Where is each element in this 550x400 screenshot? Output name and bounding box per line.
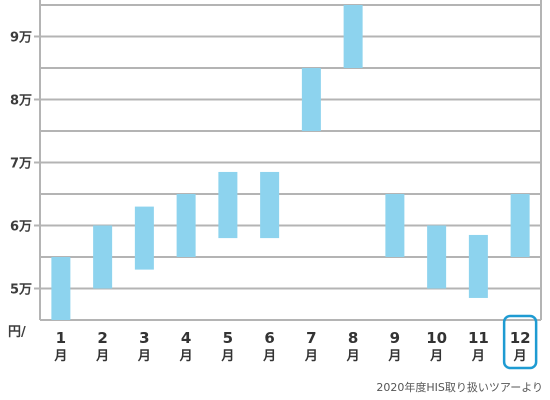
grid-lines bbox=[39, 0, 542, 321]
range-bar-12 bbox=[510, 194, 530, 257]
x-tick-unit: 月 bbox=[346, 349, 360, 364]
x-tick-number: 7 bbox=[306, 329, 316, 347]
range-bar-6 bbox=[260, 171, 280, 239]
y-tick-label: 9万 bbox=[10, 31, 32, 46]
x-tick-number: 8 bbox=[348, 329, 358, 347]
range-bar-9 bbox=[385, 194, 405, 257]
y-tick-label: 7万 bbox=[10, 157, 32, 172]
range-bar-2 bbox=[93, 225, 113, 289]
y-axis-ticks: 5万 6万 7万 8万 9万 bbox=[10, 31, 40, 298]
x-tick-number: 2 bbox=[97, 329, 107, 347]
x-tick-number: 12 bbox=[510, 329, 531, 347]
x-tick-number: 9 bbox=[390, 329, 400, 347]
range-bar-1 bbox=[51, 257, 71, 320]
x-tick-unit: 月 bbox=[387, 349, 401, 364]
range-bar-5 bbox=[218, 171, 238, 239]
x-tick-unit: 月 bbox=[471, 349, 485, 364]
x-tick-number: 4 bbox=[181, 329, 191, 347]
range-bar-3 bbox=[134, 206, 154, 270]
highlight-box bbox=[502, 314, 538, 370]
y-axis-unit-label: 円/ bbox=[8, 325, 26, 340]
range-bar-10 bbox=[427, 225, 447, 289]
range-bar-4 bbox=[176, 194, 196, 257]
y-tick-label: 8万 bbox=[10, 94, 32, 109]
range-bars bbox=[51, 5, 530, 320]
y-tick-label: 6万 bbox=[10, 220, 32, 235]
y-tick-label: 5万 bbox=[10, 283, 32, 298]
range-bar-7 bbox=[301, 68, 321, 131]
x-tick-unit: 月 bbox=[53, 349, 67, 364]
x-tick-number: 6 bbox=[264, 329, 274, 347]
x-tick-unit: 月 bbox=[179, 349, 193, 364]
x-tick-unit: 月 bbox=[429, 349, 443, 364]
x-tick-unit: 月 bbox=[220, 349, 234, 364]
x-axis-ticks: 1 月 2 月 3 月 4 月 5 月 6 月 7 月 8 月 9 月 10 月 11 月 12 月 bbox=[53, 329, 530, 364]
x-tick-number: 11 bbox=[468, 329, 489, 347]
x-tick-number: 3 bbox=[139, 329, 149, 347]
x-tick-unit: 月 bbox=[262, 349, 276, 364]
x-tick-unit: 月 bbox=[137, 349, 151, 364]
range-bar-11 bbox=[468, 234, 488, 298]
range-bar-8 bbox=[343, 5, 363, 68]
x-tick-unit: 月 bbox=[95, 349, 109, 364]
source-note: 2020年度HIS取り扱いツアーより bbox=[376, 380, 543, 394]
x-tick-unit: 月 bbox=[304, 349, 318, 364]
x-tick-number: 10 bbox=[426, 329, 447, 347]
x-tick-number: 1 bbox=[56, 329, 66, 347]
x-tick-unit: 月 bbox=[513, 349, 527, 364]
x-tick-number: 5 bbox=[223, 329, 233, 347]
